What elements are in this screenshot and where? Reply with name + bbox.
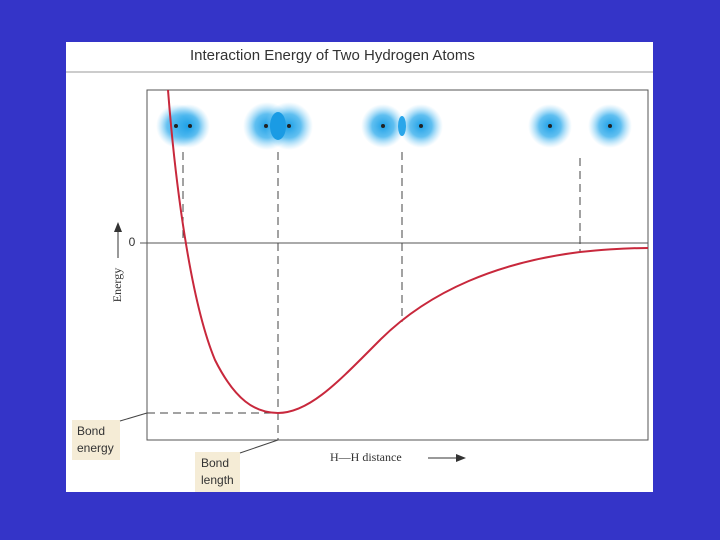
y-axis-label: Energy xyxy=(110,268,124,302)
x-arrowhead xyxy=(456,454,466,462)
guides xyxy=(147,152,581,440)
bond-length-label: length xyxy=(201,473,234,487)
zero-label: 0 xyxy=(129,235,136,249)
bond-length-box xyxy=(195,452,240,492)
bond-energy-box xyxy=(72,420,120,460)
bond-length-label: Bond xyxy=(201,456,229,470)
plot-frame xyxy=(146,89,649,441)
y-arrowhead xyxy=(114,222,122,232)
panel xyxy=(66,42,653,492)
bond-length-leader xyxy=(239,439,279,454)
bond-energy-leader xyxy=(119,412,148,422)
atoms xyxy=(156,102,632,150)
energy-curve xyxy=(167,89,649,415)
bond-energy-label: energy xyxy=(77,441,114,455)
bond-energy-label: Bond xyxy=(77,424,105,438)
x-axis-label: H—H distance xyxy=(330,450,402,464)
title: Interaction Energy of Two Hydrogen Atoms xyxy=(190,47,475,64)
